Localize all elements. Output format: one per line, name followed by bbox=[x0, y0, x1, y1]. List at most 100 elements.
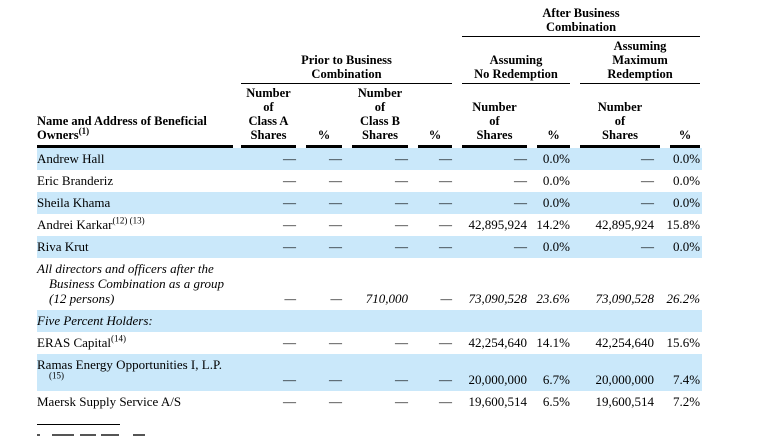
value-cell: — bbox=[233, 236, 298, 258]
spacer-cell bbox=[37, 37, 233, 84]
value-cell bbox=[529, 310, 572, 332]
max-redemption-shares-column-header: Number of Shares bbox=[572, 84, 662, 148]
value-cell bbox=[662, 310, 703, 332]
value-cell: 42,895,924 bbox=[468, 217, 528, 232]
owner-name-cell: Riva Krut bbox=[37, 236, 233, 258]
value-cell: — bbox=[572, 236, 662, 258]
table-row: Sheila Khama — — — — — 0.0% — 0.0% bbox=[37, 192, 703, 214]
owner-name-cell: All directors and officers after the Bus… bbox=[37, 261, 225, 306]
value-cell: 42,254,640 bbox=[468, 335, 528, 350]
value-cell: — bbox=[440, 291, 452, 306]
table-row: Ramas Energy Opportunities I, L.P.(15) —… bbox=[37, 354, 703, 391]
owner-name-cell: Maersk Supply Service A/S bbox=[37, 394, 182, 409]
value-cell: — bbox=[233, 148, 298, 170]
value-cell: — bbox=[298, 192, 344, 214]
table-row: Maersk Supply Service A/S — — — — 19,600… bbox=[37, 391, 702, 413]
value-cell bbox=[344, 310, 410, 332]
footnote-ref: (1) bbox=[78, 125, 90, 136]
value-cell: — bbox=[344, 354, 410, 391]
value-cell: 20,000,000 bbox=[454, 354, 529, 391]
value-cell: — bbox=[298, 148, 344, 170]
prior-combination-group-label: Prior to Business Combination bbox=[241, 53, 452, 84]
owner-name-cell: Sheila Khama bbox=[37, 192, 233, 214]
value-cell: — bbox=[410, 192, 454, 214]
no-redemption-group-header: Assuming No Redemption bbox=[454, 37, 572, 84]
spacer-cell bbox=[233, 4, 454, 37]
value-cell: 14.2% bbox=[536, 217, 570, 232]
value-cell: — bbox=[454, 192, 529, 214]
value-cell: 7.2% bbox=[672, 394, 701, 409]
table-row: Andrew Hall — — — — — 0.0% — 0.0% bbox=[37, 148, 703, 170]
value-cell: 19,600,514 bbox=[468, 394, 528, 409]
value-cell: — bbox=[329, 173, 342, 188]
value-cell: — bbox=[329, 217, 342, 232]
value-cell: — bbox=[410, 148, 454, 170]
value-cell: — bbox=[298, 354, 344, 391]
value-cell: — bbox=[283, 335, 296, 350]
value-cell: — bbox=[572, 192, 662, 214]
value-cell: 0.0% bbox=[662, 236, 703, 258]
table-row: Andrei Karkar(12) (13) — — — — 42,895,92… bbox=[37, 214, 702, 236]
value-cell: 26.2% bbox=[666, 291, 701, 306]
value-cell: — bbox=[395, 335, 408, 350]
value-cell: 0.0% bbox=[529, 192, 572, 214]
value-cell: — bbox=[298, 236, 344, 258]
value-cell: — bbox=[514, 173, 527, 188]
value-cell bbox=[572, 310, 662, 332]
owner-name-cell: Andrei Karkar(12) (13) bbox=[37, 215, 145, 232]
owner-name-cell: Eric Branderiz bbox=[37, 173, 114, 188]
no-redemption-shares-column-header: Number of Shares bbox=[454, 84, 529, 148]
owner-name-cell: ERAS Capital(14) bbox=[37, 333, 127, 350]
value-cell: — bbox=[233, 192, 298, 214]
value-cell: — bbox=[395, 173, 408, 188]
value-cell: 710,000 bbox=[365, 291, 408, 306]
value-cell: — bbox=[283, 394, 296, 409]
value-cell: 20,000,000 bbox=[572, 354, 662, 391]
value-cell: — bbox=[395, 217, 408, 232]
class-b-shares-column-header: Number of Class B Shares bbox=[344, 84, 410, 148]
value-cell: — bbox=[344, 236, 410, 258]
column-header-row: Name and Address of Beneficial Owners(1)… bbox=[37, 84, 702, 148]
value-cell: 15.8% bbox=[666, 217, 701, 232]
value-cell bbox=[410, 310, 454, 332]
value-cell: — bbox=[439, 394, 452, 409]
value-cell: — bbox=[395, 394, 408, 409]
value-cell: — bbox=[572, 148, 662, 170]
value-cell: 0.0% bbox=[662, 192, 703, 214]
group-header-row-top: After Business Combination bbox=[37, 4, 702, 37]
beneficial-ownership-table: After Business Combination Prior to Busi… bbox=[37, 4, 703, 413]
owner-name-cell: Ramas Energy Opportunities I, L.P.(15) bbox=[37, 354, 233, 391]
value-cell: — bbox=[329, 335, 342, 350]
table-row: Riva Krut — — — — — 0.0% — 0.0% bbox=[37, 236, 703, 258]
no-redemption-group-label: Assuming No Redemption bbox=[462, 53, 570, 84]
value-cell: 0.0% bbox=[529, 148, 572, 170]
prior-combination-group-header: Prior to Business Combination bbox=[233, 37, 454, 84]
table-row: All directors and officers after the Bus… bbox=[37, 258, 702, 310]
value-cell: 23.6% bbox=[536, 291, 570, 306]
after-combination-group-header: After Business Combination bbox=[454, 4, 702, 37]
no-redemption-percent-column-header: % bbox=[529, 84, 572, 148]
table-row: Five Percent Holders: bbox=[37, 310, 703, 332]
after-combination-group-label: After Business Combination bbox=[462, 6, 701, 37]
value-cell: — bbox=[284, 291, 296, 306]
class-a-percent-column-header: % bbox=[298, 84, 344, 148]
name-column-header: Name and Address of Beneficial Owners(1) bbox=[37, 84, 233, 148]
value-cell: — bbox=[283, 173, 296, 188]
value-cell: 14.1% bbox=[536, 335, 570, 350]
value-cell: 42,895,924 bbox=[595, 217, 655, 232]
class-a-shares-column-header: Number of Class A Shares bbox=[233, 84, 298, 148]
owner-name-cell: Andrew Hall bbox=[37, 148, 233, 170]
value-cell: 19,600,514 bbox=[595, 394, 655, 409]
max-redemption-group-header: Assuming Maximum Redemption bbox=[572, 37, 702, 84]
value-cell: 42,254,640 bbox=[595, 335, 655, 350]
value-cell: — bbox=[454, 148, 529, 170]
group-header-row-sub: Prior to Business Combination Assuming N… bbox=[37, 37, 702, 84]
value-cell: — bbox=[344, 148, 410, 170]
footnote-divider bbox=[37, 424, 120, 425]
table-row: Eric Branderiz — — — — — 0.0% — 0.0% bbox=[37, 170, 702, 192]
value-cell bbox=[298, 310, 344, 332]
value-cell: 6.5% bbox=[542, 394, 570, 409]
value-cell: — bbox=[439, 217, 452, 232]
value-cell: 0.0% bbox=[529, 236, 572, 258]
